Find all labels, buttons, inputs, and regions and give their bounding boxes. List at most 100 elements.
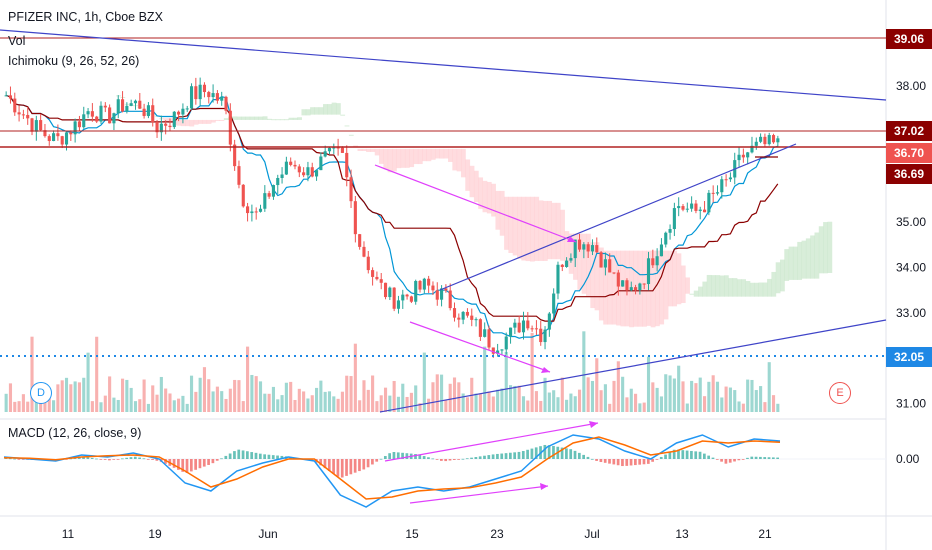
volume-bar xyxy=(642,402,646,412)
lower-trendline[interactable] xyxy=(379,319,887,413)
cloud-segment xyxy=(340,114,346,116)
volume-bar xyxy=(560,377,564,412)
candle-body xyxy=(108,107,112,124)
candle-body xyxy=(435,290,439,300)
macd-hist-bar xyxy=(90,457,94,459)
cloud-segment xyxy=(663,250,669,320)
trend-lines[interactable] xyxy=(0,29,887,413)
volume-bar xyxy=(733,390,737,412)
macd-axis[interactable]: 0.00 xyxy=(896,452,920,466)
cloud-segment xyxy=(232,116,238,120)
volume-indicator-label[interactable]: Vol xyxy=(8,34,26,48)
candle-body xyxy=(427,278,431,286)
cloud-segment xyxy=(508,196,514,253)
price-tick-label: 31.00 xyxy=(896,397,926,411)
channel-trendline[interactable] xyxy=(439,143,797,291)
macd-hist-bar xyxy=(681,450,685,459)
candle-body xyxy=(168,125,172,128)
macd-hist-bar xyxy=(733,459,736,462)
price-tag-37-02[interactable]: 37.02 xyxy=(886,121,932,141)
macd-hist-bar xyxy=(17,459,21,460)
candle-body xyxy=(254,211,258,213)
macd-arrow-lower[interactable] xyxy=(409,485,549,504)
macd-hist-bar xyxy=(703,453,706,459)
candle-body xyxy=(345,152,349,178)
macd-hist-bar xyxy=(500,453,504,459)
macd-hist-bar xyxy=(625,459,629,466)
volume-bar xyxy=(608,403,612,412)
volume-bar xyxy=(474,393,478,412)
volume-bar xyxy=(759,386,763,412)
volume-bar xyxy=(513,385,517,412)
time-tick-label: 19 xyxy=(148,527,162,541)
macd-hist-bar xyxy=(86,457,90,459)
candle-body xyxy=(586,244,590,252)
price-axis[interactable]: 38.00 35.00 34.00 33.00 31.00 xyxy=(896,79,926,411)
volume-bar xyxy=(77,382,81,412)
cloud-segment xyxy=(745,281,751,297)
candle-body xyxy=(263,193,267,209)
cloud-segment xyxy=(590,242,596,309)
macd-divergence-arrows[interactable] xyxy=(384,421,599,504)
time-axis[interactable]: 11 19 Jun 15 23 Jul 13 21 xyxy=(62,527,772,541)
cloud-segment xyxy=(473,170,479,203)
candle-body xyxy=(646,258,651,285)
macd-hist-bar xyxy=(642,459,646,465)
candle-body xyxy=(388,287,392,298)
divergence-arrow-lower[interactable] xyxy=(409,321,551,373)
macd-hist-bar xyxy=(8,458,12,460)
candle-body xyxy=(340,147,344,153)
volume-bar xyxy=(302,391,306,412)
volume-bar xyxy=(64,377,69,412)
macd-hist-bar xyxy=(750,456,754,459)
macd-hist-bar xyxy=(608,459,611,464)
cloud-segment xyxy=(452,148,458,171)
candle-body xyxy=(565,260,569,268)
macd-hist-bar xyxy=(155,459,159,461)
price-tag-36-70[interactable]: 36.70 xyxy=(886,143,932,163)
candle-body xyxy=(220,96,224,101)
volume-bar xyxy=(651,382,655,412)
candle-body xyxy=(159,123,163,133)
macd-hist-bar xyxy=(651,459,654,462)
ichimoku-indicator-label[interactable]: Ichimoku (9, 26, 52, 26) xyxy=(8,54,140,68)
candle-body xyxy=(151,105,155,123)
candle-body xyxy=(530,328,534,330)
macd-hist-bar xyxy=(405,453,409,459)
cloud-segment xyxy=(400,148,406,168)
volume-bar xyxy=(258,381,263,412)
symbol-title[interactable]: PFIZER INC, 1h, Cboe BZX xyxy=(8,10,163,24)
horizontal-levels[interactable] xyxy=(0,37,886,357)
candle-body xyxy=(332,147,336,149)
price-tag-32-05[interactable]: 32.05 xyxy=(886,347,932,367)
cloud-segment xyxy=(417,148,423,165)
cloud-segment xyxy=(344,125,350,127)
candle-body xyxy=(302,172,306,176)
candle-body xyxy=(509,327,513,337)
divergence-arrow-upper[interactable] xyxy=(374,164,577,243)
volume-bar xyxy=(151,385,155,412)
cloud-segment xyxy=(413,148,419,165)
upper-trendline[interactable] xyxy=(0,29,887,101)
macd-hist-bar xyxy=(621,459,624,467)
macd-hist-bar xyxy=(177,459,180,470)
macd-hist-bar xyxy=(427,457,430,459)
dividend-event-badge[interactable]: D xyxy=(30,382,52,404)
cloud-segment xyxy=(512,196,518,256)
cloud-segment xyxy=(827,221,833,273)
macd-arrow-upper[interactable] xyxy=(384,422,599,462)
earnings-event-badge[interactable]: E xyxy=(829,382,851,404)
price-divergence-arrows[interactable] xyxy=(374,164,577,373)
price-tag-39-06[interactable]: 39.06 xyxy=(886,29,932,49)
macd-hist-bar xyxy=(672,449,676,459)
macd-indicator-label[interactable]: MACD (12, 26, close, 9) xyxy=(8,426,142,440)
volume-bar xyxy=(444,400,448,412)
volume-bar xyxy=(345,375,349,412)
volume-bar xyxy=(599,390,603,412)
cloud-segment xyxy=(711,275,716,297)
volume-bar xyxy=(60,380,64,412)
cloud-segment xyxy=(814,232,820,279)
price-tag-36-69[interactable]: 36.69 xyxy=(886,164,932,184)
cloud-segment xyxy=(581,233,587,294)
